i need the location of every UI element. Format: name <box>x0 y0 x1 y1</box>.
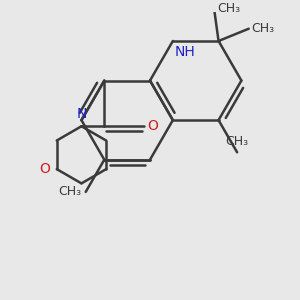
Text: CH₃: CH₃ <box>226 135 249 148</box>
Text: O: O <box>40 162 50 176</box>
Text: N: N <box>76 107 87 121</box>
Text: CH₃: CH₃ <box>58 185 82 198</box>
Text: CH₃: CH₃ <box>217 2 240 15</box>
Text: O: O <box>147 119 158 133</box>
Text: NH: NH <box>174 45 195 59</box>
Text: CH₃: CH₃ <box>252 22 275 35</box>
